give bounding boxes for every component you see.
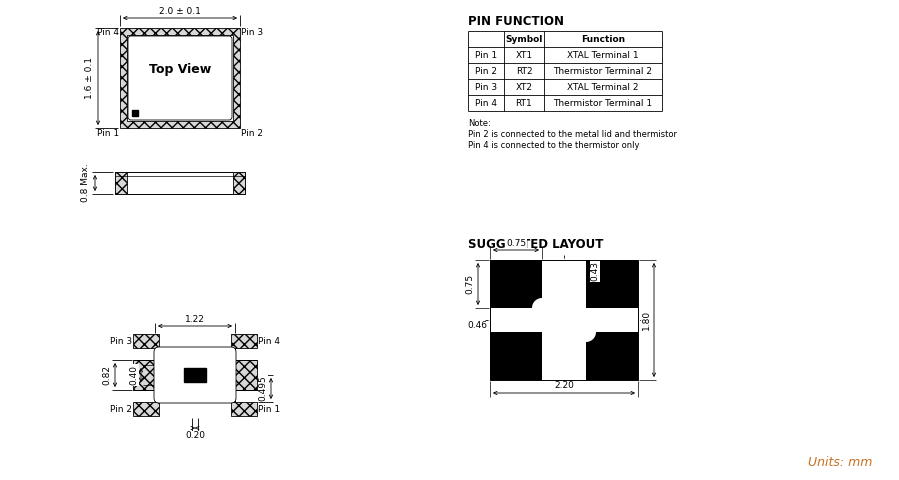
Text: 0.495: 0.495 — [259, 376, 268, 401]
Text: 1.22: 1.22 — [185, 315, 205, 324]
Bar — [155, 348, 235, 402]
Text: Pin 1: Pin 1 — [97, 129, 119, 138]
Text: 2.0 ± 0.1: 2.0 ± 0.1 — [159, 7, 201, 15]
Text: Pin 1: Pin 1 — [258, 405, 280, 413]
Text: 0.43: 0.43 — [591, 261, 600, 281]
Bar — [115, 172, 127, 194]
Text: XT1: XT1 — [515, 50, 532, 60]
Bar — [586, 260, 638, 308]
Text: 0.20: 0.20 — [185, 432, 205, 441]
Bar — [542, 308, 586, 332]
Text: 0.46: 0.46 — [467, 322, 487, 331]
Text: Thermistor Terminal 1: Thermistor Terminal 1 — [554, 98, 653, 108]
Text: XTAL Terminal 1: XTAL Terminal 1 — [567, 50, 639, 60]
Text: 2.20: 2.20 — [554, 382, 574, 391]
Bar — [542, 260, 586, 308]
Text: Pin 2: Pin 2 — [110, 405, 132, 413]
Text: PIN FUNCTION: PIN FUNCTION — [468, 15, 564, 28]
Polygon shape — [586, 332, 596, 342]
Polygon shape — [542, 322, 552, 332]
FancyBboxPatch shape — [154, 347, 236, 403]
Bar — [490, 260, 638, 380]
Text: 0.8 Max.: 0.8 Max. — [82, 164, 91, 203]
Text: 1.80: 1.80 — [642, 310, 651, 330]
Bar — [490, 332, 542, 380]
Bar — [542, 332, 586, 380]
Bar — [133, 360, 155, 390]
Bar — [586, 308, 638, 332]
Text: Pin 2: Pin 2 — [475, 67, 497, 75]
Text: Function: Function — [581, 35, 625, 44]
Bar — [132, 110, 138, 116]
Bar — [490, 308, 542, 332]
Text: XTAL Terminal 2: XTAL Terminal 2 — [567, 83, 639, 92]
Bar — [233, 172, 245, 194]
Bar — [133, 334, 159, 348]
Text: Note:: Note: — [468, 119, 491, 128]
Bar — [127, 35, 233, 121]
Text: 0.40: 0.40 — [129, 365, 138, 385]
Text: 0.82: 0.82 — [102, 365, 111, 385]
Text: RT1: RT1 — [516, 98, 532, 108]
Text: Pin 2: Pin 2 — [241, 129, 263, 138]
Text: Pin 4: Pin 4 — [97, 28, 119, 37]
Text: Pin 4: Pin 4 — [258, 336, 280, 346]
Text: Units: mm: Units: mm — [808, 456, 872, 468]
Bar — [490, 260, 638, 380]
Polygon shape — [532, 298, 542, 308]
Text: Pin 3: Pin 3 — [475, 83, 497, 92]
Text: Pin 4: Pin 4 — [475, 98, 497, 108]
Bar — [231, 402, 257, 416]
Text: SUGGESTED LAYOUT: SUGGESTED LAYOUT — [468, 238, 603, 251]
Bar — [184, 368, 206, 382]
Text: Thermistor Terminal 2: Thermistor Terminal 2 — [554, 67, 653, 75]
Text: RT2: RT2 — [516, 67, 532, 75]
Text: XT2: XT2 — [515, 83, 532, 92]
Text: Symbol: Symbol — [505, 35, 543, 44]
Polygon shape — [576, 308, 586, 318]
Text: Pin 3: Pin 3 — [241, 28, 263, 37]
Text: 0.75: 0.75 — [506, 239, 526, 248]
Text: Pin 1: Pin 1 — [475, 50, 497, 60]
Text: Pin 2 is connected to the metal lid and thermistor: Pin 2 is connected to the metal lid and … — [468, 130, 677, 139]
Bar — [490, 260, 542, 308]
Text: R0.2: R0.2 — [578, 308, 597, 316]
Bar — [235, 360, 257, 390]
Text: 1.6 ± 0.1: 1.6 ± 0.1 — [85, 57, 94, 99]
Text: Pin 4 is connected to the thermistor only: Pin 4 is connected to the thermistor onl… — [468, 141, 639, 150]
Bar — [133, 402, 159, 416]
Bar — [586, 332, 638, 380]
Bar — [115, 172, 245, 194]
Bar — [120, 28, 240, 128]
Text: Top View: Top View — [149, 63, 211, 76]
FancyBboxPatch shape — [128, 36, 232, 120]
Text: Pin 3: Pin 3 — [110, 336, 132, 346]
Text: 0.75: 0.75 — [466, 274, 475, 294]
Bar — [231, 334, 257, 348]
